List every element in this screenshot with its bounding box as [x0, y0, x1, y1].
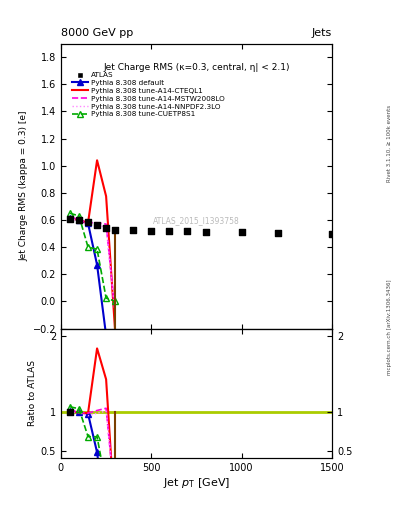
Y-axis label: Jet Charge RMS (kappa = 0.3) [e]: Jet Charge RMS (kappa = 0.3) [e] [19, 111, 28, 261]
Point [275, 229, 281, 237]
Point [94, 221, 100, 229]
Point [329, 229, 335, 238]
Text: 8000 GeV pp: 8000 GeV pp [61, 28, 133, 38]
Point [67, 215, 73, 223]
Point [103, 224, 109, 232]
Text: ATLAS_2015_I1393758: ATLAS_2015_I1393758 [153, 216, 240, 225]
Point [112, 225, 118, 233]
Text: Rivet 3.1.10, ≥ 100k events: Rivet 3.1.10, ≥ 100k events [387, 105, 392, 182]
Point [148, 227, 154, 235]
Y-axis label: Ratio to ATLAS: Ratio to ATLAS [28, 360, 37, 426]
Legend: ATLAS, Pythia 8.308 default, Pythia 8.308 tune-A14-CTEQL1, Pythia 8.308 tune-A14: ATLAS, Pythia 8.308 default, Pythia 8.30… [70, 70, 227, 120]
Point [85, 218, 91, 226]
Point [239, 228, 245, 237]
Text: Jets: Jets [312, 28, 332, 38]
X-axis label: Jet $p_\mathrm{T}$ [GeV]: Jet $p_\mathrm{T}$ [GeV] [163, 476, 230, 490]
Point [202, 227, 209, 236]
Point [166, 227, 173, 235]
Point [184, 227, 191, 235]
Point [67, 409, 73, 417]
Point [76, 216, 82, 224]
Text: mcplots.cern.ch [arXiv:1306.3436]: mcplots.cern.ch [arXiv:1306.3436] [387, 280, 392, 375]
Point [130, 226, 136, 234]
Text: Jet Charge RMS (κ=0.3, central, η| < 2.1): Jet Charge RMS (κ=0.3, central, η| < 2.1… [103, 63, 290, 73]
